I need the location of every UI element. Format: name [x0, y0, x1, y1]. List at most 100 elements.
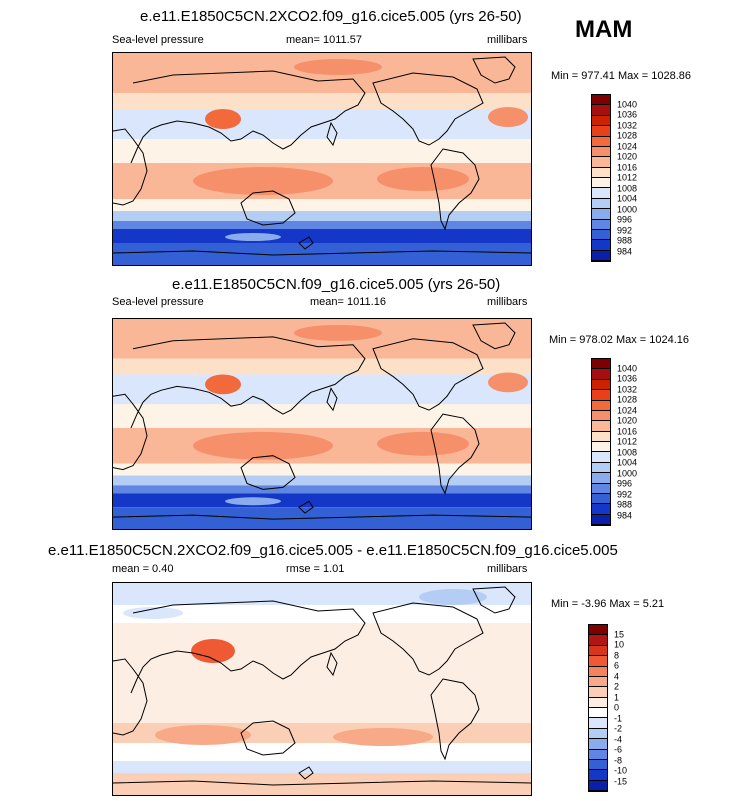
panel2-colorbar [591, 358, 611, 526]
field-band-south-transition [113, 199, 531, 211]
colorbar-tick-label: -15 [614, 776, 628, 786]
coastline-path [113, 129, 147, 205]
colorbar-swatch [592, 209, 610, 220]
coastline-group [113, 587, 531, 785]
colorbar-tick-label: 996 [617, 478, 633, 489]
colorbar-swatch [592, 240, 610, 251]
colorbar-swatch [589, 676, 607, 688]
field-blob-arctic-high [294, 324, 382, 341]
coastline-path [113, 659, 147, 735]
coastline-path [113, 251, 531, 255]
field-blob-pacific-positive [333, 728, 433, 746]
colorbar-tick-label: 1000 [617, 204, 638, 214]
colorbar-swatch [589, 770, 607, 781]
coastline-path [113, 781, 531, 785]
colorbar-tick-label: 1032 [617, 120, 638, 130]
colorbar-swatch [592, 359, 610, 370]
panel1-colorbar [591, 94, 611, 262]
field-blob-asian-positive [191, 639, 235, 663]
field-band-southern-ocean-negative [113, 761, 531, 773]
colorbar-tick-label: 1036 [617, 109, 638, 120]
field-band-north-midlat [113, 605, 531, 623]
panel1-map [112, 52, 532, 266]
panel2-units-label: millibars [487, 296, 528, 308]
colorbar-tick-label: 1016 [617, 162, 638, 172]
colorbar-tick-label: 1012 [617, 172, 638, 183]
colorbar-swatch [592, 369, 610, 380]
coastline-path [113, 394, 147, 469]
panel3-minmax-label: Min = -3.96 Max = 5.21 [551, 598, 665, 610]
panel3-map-svg [113, 583, 531, 795]
colorbar-tick-label: -4 [614, 734, 623, 744]
colorbar-tick-label: 15 [614, 629, 625, 639]
field-blob-arctic-high [294, 59, 382, 75]
colorbar-swatch [592, 390, 610, 401]
field-blob-asian-high [205, 374, 241, 395]
field-blob-atlantic-high [488, 372, 528, 393]
colorbar-swatch [589, 739, 607, 750]
coastline-group [113, 57, 531, 255]
colorbar-tick-label: 4 [614, 671, 620, 681]
field-blob-south-pacific-high [377, 167, 469, 191]
field-band-south-1 [113, 211, 531, 221]
colorbar-swatch [592, 379, 610, 391]
field-band-south-2 [113, 485, 531, 494]
colorbar-tick-label: -1 [614, 713, 623, 723]
colorbar-swatch [592, 115, 610, 127]
field-band-south-2 [113, 221, 531, 229]
field-blob-asian-high [205, 109, 241, 129]
colorbar-tick-label: 2 [614, 681, 620, 692]
colorbar-swatch [592, 167, 610, 178]
field-blob-arctic-negative [419, 589, 487, 605]
coastline-path [299, 767, 313, 779]
colorbar-swatch [589, 656, 607, 667]
colorbar-tick-label: 1016 [617, 426, 638, 436]
colorbar-tick-label: 1024 [617, 405, 638, 415]
colorbar-swatch [592, 229, 610, 241]
coastline-path [373, 603, 483, 675]
season-label: MAM [575, 16, 633, 43]
colorbar-tick-label: 996 [617, 214, 633, 225]
panel2-title: e.e11.E1850C5CN.f09_g16.cice5.005 (yrs 2… [172, 276, 501, 293]
coastline-path [241, 191, 295, 225]
field-band-midlat [113, 93, 531, 109]
colorbar-tick-label: 1012 [617, 436, 638, 447]
coastline-path [431, 679, 479, 759]
coastline-path [131, 601, 365, 693]
field-band-southern-ocean [113, 229, 531, 243]
colorbar-tick-label: 1024 [617, 141, 638, 151]
colorbar-tick-label: -6 [614, 744, 623, 755]
panel2-colorbar-labels: 1040 1036 1032 1028 1024 1020 1016 1012 1008 1004… [617, 358, 657, 526]
field-band-southern-ocean [113, 493, 531, 508]
colorbar-swatch [589, 687, 607, 698]
colorbar-tick-label: 984 [617, 510, 633, 520]
colorbar-swatch [592, 493, 610, 505]
panel1-minmax-label: Min = 977.41 Max = 1028.86 [551, 70, 692, 82]
field-band-tropics [113, 139, 531, 163]
colorbar-tick-label: 8 [614, 650, 620, 660]
coastline-path [327, 388, 337, 410]
panel3-colorbar-labels: 15 10 8 6 4 2 1 0 -1 -2 -4 -6 -8 -10 -15 [614, 624, 654, 792]
colorbar-tick-label: 1028 [617, 130, 638, 141]
colorbar-swatch [592, 431, 610, 442]
panel3-colorbar [588, 624, 608, 792]
coastline-path [113, 515, 531, 519]
coastline-path [131, 337, 365, 428]
colorbar-swatch [592, 105, 610, 116]
panel3-units-label: millibars [487, 563, 528, 575]
colorbar-tick-label: 1028 [617, 394, 638, 405]
coastline-path [473, 587, 515, 613]
field-band-tropics [113, 404, 531, 428]
colorbar-tick-label: 1008 [617, 447, 638, 457]
colorbar-swatch [589, 708, 607, 719]
coastline-group [113, 323, 531, 519]
colorbar-tick-label: 1020 [617, 415, 638, 426]
colorbar-tick-label: 1036 [617, 373, 638, 384]
colorbar-tick-label: 1032 [617, 384, 638, 394]
colorbar-swatch [592, 473, 610, 484]
panel2-mean-label: mean= 1011.16 [310, 296, 386, 308]
colorbar-swatch [589, 697, 607, 708]
colorbar-swatch [592, 483, 610, 494]
colorbar-tick-label: 992 [617, 225, 633, 235]
colorbar-swatch [592, 410, 610, 422]
